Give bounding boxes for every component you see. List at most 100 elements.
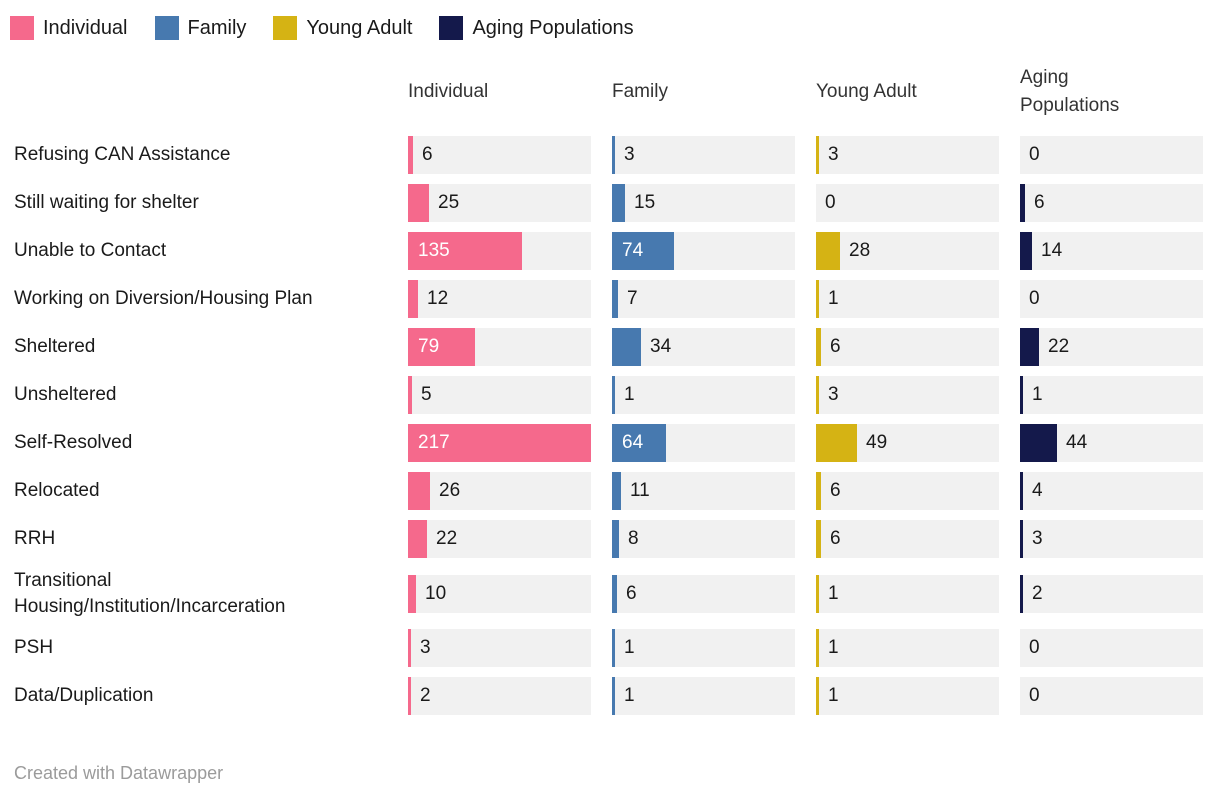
bar-track: 1 bbox=[816, 629, 999, 668]
bar bbox=[612, 472, 621, 510]
bar bbox=[1020, 472, 1023, 510]
value-label: 4 bbox=[1032, 480, 1043, 501]
value-label: 1 bbox=[1032, 384, 1043, 405]
table-row: Still waiting for shelter 25 15 0 6 bbox=[0, 184, 1220, 222]
value-label: 74 bbox=[622, 240, 644, 261]
bar-track: 1 bbox=[816, 574, 999, 613]
value-label: 26 bbox=[439, 480, 461, 501]
bar bbox=[816, 472, 821, 510]
bar-track: 1 bbox=[816, 677, 999, 716]
bar-track: 1 bbox=[612, 376, 795, 414]
bar-track: 0 bbox=[816, 184, 999, 222]
bar bbox=[408, 677, 411, 716]
value-label: 0 bbox=[825, 192, 836, 213]
bar-track: 6 bbox=[408, 136, 591, 174]
row-label: PSH bbox=[14, 637, 54, 659]
bar bbox=[612, 328, 641, 366]
bar bbox=[612, 376, 615, 414]
value-label: 0 bbox=[1029, 144, 1040, 165]
value-label: 25 bbox=[438, 192, 460, 213]
bar bbox=[612, 184, 625, 222]
bar-track: 0 bbox=[1020, 677, 1203, 716]
legend-item: Individual bbox=[10, 16, 128, 40]
table-row: Self-Resolved 217 64 49 44 bbox=[0, 424, 1220, 462]
bar bbox=[816, 424, 857, 462]
table-row: Relocated 26 11 6 4 bbox=[0, 472, 1220, 510]
bar bbox=[1020, 232, 1032, 270]
chart-rows: Refusing CAN Assistance 6 3 3 0 Still waiting… bbox=[0, 136, 1220, 716]
row-label: Self-Resolved bbox=[14, 432, 133, 454]
bar-track: 0 bbox=[1020, 629, 1203, 668]
bar bbox=[408, 376, 412, 414]
bar-track: 3 bbox=[408, 629, 591, 668]
bar bbox=[408, 184, 429, 222]
bar bbox=[408, 574, 416, 613]
bar-track: 6 bbox=[816, 472, 999, 510]
table-row: Data/Duplication 2 1 1 0 bbox=[0, 677, 1220, 716]
value-label: 135 bbox=[418, 240, 450, 261]
value-label: 49 bbox=[866, 432, 888, 453]
value-label: 0 bbox=[1029, 685, 1040, 707]
bar-track: 0 bbox=[1020, 136, 1203, 174]
legend-swatch bbox=[273, 16, 298, 40]
legend-label: Individual bbox=[43, 16, 128, 39]
bar-track: 14 bbox=[1020, 232, 1203, 270]
bar-track: 12 bbox=[408, 280, 591, 318]
bar bbox=[816, 376, 819, 414]
value-label: 1 bbox=[828, 288, 839, 309]
legend-swatch bbox=[154, 16, 179, 40]
bar-track: 49 bbox=[816, 424, 999, 462]
bar-track: 11 bbox=[612, 472, 795, 510]
bar bbox=[1020, 184, 1025, 222]
bar-track: 26 bbox=[408, 472, 591, 510]
bar bbox=[816, 629, 819, 668]
bar-track: 135 bbox=[408, 232, 591, 270]
legend-item: Family bbox=[154, 16, 246, 40]
bar bbox=[816, 520, 821, 558]
bar bbox=[816, 574, 819, 613]
bar-track: 217 bbox=[408, 424, 591, 462]
value-label: 8 bbox=[628, 528, 639, 549]
bar bbox=[408, 136, 413, 174]
bar bbox=[816, 677, 819, 716]
value-label: 6 bbox=[830, 480, 841, 501]
value-label: 22 bbox=[436, 528, 458, 549]
value-label: 79 bbox=[418, 336, 440, 357]
bar bbox=[612, 232, 674, 270]
row-label: Working on Diversion/Housing Plan bbox=[14, 288, 313, 310]
column-header: Aging Populations bbox=[1020, 67, 1120, 116]
value-label: 0 bbox=[1029, 637, 1040, 659]
row-label: Sheltered bbox=[14, 336, 96, 358]
value-label: 22 bbox=[1048, 336, 1070, 357]
bar bbox=[408, 232, 522, 270]
value-label: 12 bbox=[427, 288, 449, 309]
value-label: 2 bbox=[420, 685, 431, 707]
bar-track: 1 bbox=[612, 629, 795, 668]
value-label: 217 bbox=[418, 432, 450, 453]
bar-track: 2 bbox=[1020, 574, 1203, 613]
bar-track: 28 bbox=[816, 232, 999, 270]
bar-track: 44 bbox=[1020, 424, 1203, 462]
bar bbox=[1020, 424, 1057, 462]
value-label: 6 bbox=[830, 528, 841, 549]
bar-track: 64 bbox=[612, 424, 795, 462]
bar-track: 34 bbox=[612, 328, 795, 366]
bar bbox=[408, 424, 591, 462]
column-header: Family bbox=[612, 81, 668, 103]
column-headers: Individual Family Young Adult Aging Populat… bbox=[0, 60, 1220, 124]
bar-track: 79 bbox=[408, 328, 591, 366]
bar bbox=[816, 136, 819, 174]
bar bbox=[1020, 328, 1039, 366]
bar-track: 2 bbox=[408, 677, 591, 716]
bar-track: 8 bbox=[612, 520, 795, 558]
bar-track: 1 bbox=[1020, 376, 1203, 414]
value-label: 7 bbox=[627, 288, 638, 309]
bar-track: 1 bbox=[612, 677, 795, 716]
bar bbox=[816, 232, 840, 270]
bar bbox=[408, 328, 475, 366]
table-row: Refusing CAN Assistance 6 3 3 0 bbox=[0, 136, 1220, 174]
bar-track: 1 bbox=[816, 280, 999, 318]
table-row: Working on Diversion/Housing Plan 12 7 1 0 bbox=[0, 280, 1220, 318]
value-label: 3 bbox=[420, 637, 431, 659]
value-label: 28 bbox=[849, 240, 871, 261]
